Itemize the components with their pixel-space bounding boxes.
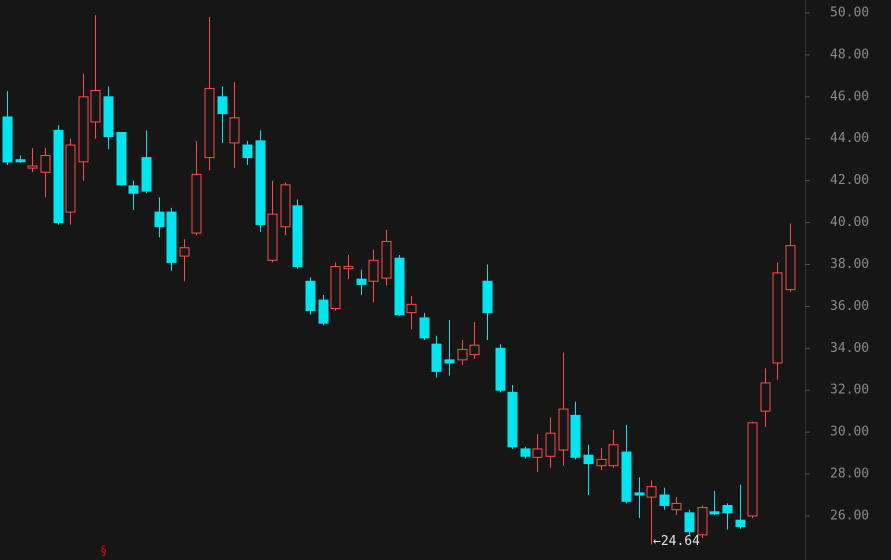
y-tick-label: 46.00 bbox=[830, 89, 869, 104]
candle-body bbox=[356, 278, 367, 285]
candle-body bbox=[507, 391, 518, 448]
candle-body bbox=[772, 272, 783, 364]
candle-body bbox=[570, 414, 581, 458]
candle-body bbox=[27, 165, 38, 169]
candle-body bbox=[90, 90, 101, 123]
y-tick-label: 50.00 bbox=[830, 5, 869, 20]
candle-body bbox=[191, 173, 202, 234]
candle-body bbox=[229, 117, 240, 144]
candle-body bbox=[330, 266, 341, 310]
candle-body bbox=[141, 157, 152, 192]
candle-body bbox=[65, 144, 76, 213]
candle-body bbox=[116, 131, 127, 186]
candle-body bbox=[128, 185, 139, 194]
candle-body bbox=[78, 96, 89, 163]
candle-body bbox=[154, 211, 165, 228]
candle-body bbox=[709, 511, 720, 515]
candle-body bbox=[242, 144, 253, 159]
candle-body bbox=[2, 116, 13, 163]
candle-body bbox=[760, 382, 771, 412]
y-tick-label: 34.00 bbox=[830, 341, 869, 356]
candle-body bbox=[255, 140, 266, 226]
candle-body bbox=[53, 129, 64, 224]
candle-body bbox=[735, 519, 746, 527]
y-tick-label: 28.00 bbox=[830, 467, 869, 482]
candle-body bbox=[204, 87, 215, 159]
candle-body bbox=[646, 486, 657, 498]
candle-body bbox=[684, 512, 695, 533]
y-tick-label: 36.00 bbox=[830, 299, 869, 314]
candle-body bbox=[495, 347, 506, 391]
candle-body bbox=[520, 448, 531, 457]
candle-body bbox=[217, 96, 228, 115]
candle-body bbox=[166, 211, 177, 263]
candle-body bbox=[608, 444, 619, 467]
candle-body bbox=[482, 280, 493, 314]
candle-body bbox=[179, 247, 190, 257]
candle-body bbox=[103, 96, 114, 138]
candle-body bbox=[457, 348, 468, 361]
candle-body bbox=[305, 280, 316, 312]
candle-body bbox=[280, 184, 291, 228]
candle-body bbox=[747, 422, 758, 517]
candle-body bbox=[267, 213, 278, 261]
candle-body bbox=[318, 299, 329, 324]
candle-body bbox=[394, 257, 405, 316]
candle-body bbox=[722, 505, 733, 514]
y-tick-label: 44.00 bbox=[830, 131, 869, 146]
candle-body bbox=[431, 343, 442, 372]
candle-body bbox=[621, 451, 632, 502]
candle-body bbox=[406, 303, 417, 314]
candle-body bbox=[583, 454, 594, 465]
candle-body bbox=[545, 432, 556, 457]
y-tick-label: 30.00 bbox=[830, 425, 869, 440]
candle-body bbox=[368, 259, 379, 282]
y-tick-label: 26.00 bbox=[830, 508, 869, 523]
candle-body bbox=[634, 492, 645, 496]
low-annotation: ←24.64 bbox=[653, 534, 700, 549]
y-tick-label: 38.00 bbox=[830, 257, 869, 272]
candle-body bbox=[469, 344, 480, 356]
candle-body bbox=[532, 448, 543, 458]
candle-body bbox=[659, 494, 670, 507]
candle-body bbox=[671, 502, 682, 511]
y-tick-label: 32.00 bbox=[830, 383, 869, 398]
y-tick-label: 40.00 bbox=[830, 215, 869, 230]
candle-body bbox=[292, 205, 303, 268]
candle-body bbox=[419, 317, 430, 339]
candle-body bbox=[444, 359, 455, 364]
candle-body bbox=[558, 408, 569, 451]
candle-body bbox=[381, 240, 392, 279]
candle-body bbox=[697, 507, 708, 536]
candle-body bbox=[40, 155, 51, 173]
candle-body bbox=[343, 266, 354, 270]
candle-body bbox=[785, 245, 796, 291]
y-tick-label: 48.00 bbox=[830, 47, 869, 62]
marker-icon: § bbox=[100, 544, 107, 558]
candle-body bbox=[596, 458, 607, 467]
candle-body bbox=[15, 159, 26, 163]
y-tick-label: 42.00 bbox=[830, 173, 869, 188]
